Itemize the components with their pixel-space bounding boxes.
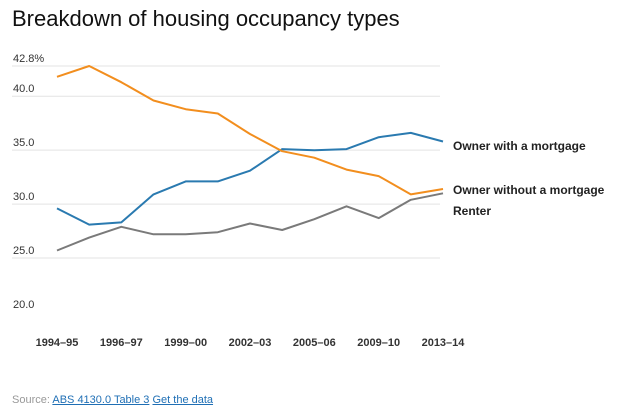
x-tick-label: 2013–14 bbox=[422, 337, 466, 349]
series-labels: Owner with a mortgage Owner without a mor… bbox=[453, 139, 605, 218]
y-axis-ticks: 20.0 25.0 30.0 35.0 40.0 42.8% bbox=[13, 53, 44, 311]
y-tick-label: 42.8% bbox=[13, 53, 44, 65]
x-tick-label: 1994–95 bbox=[36, 337, 79, 349]
chart-title: Breakdown of housing occupancy types bbox=[12, 6, 400, 31]
source-prefix: Source: bbox=[12, 394, 50, 406]
y-tick-label: 40.0 bbox=[13, 83, 34, 95]
series-line-owner-without-mortgage bbox=[56, 65, 444, 196]
series-label: Owner with a mortgage bbox=[453, 139, 586, 153]
source-link-abs[interactable]: ABS 4130.0 Table 3 bbox=[52, 394, 150, 406]
y-tick-label: 20.0 bbox=[13, 299, 34, 311]
series-label: Renter bbox=[453, 204, 491, 218]
y-tick-label: 35.0 bbox=[13, 137, 34, 149]
series-label: Owner without a mortgage bbox=[453, 183, 605, 197]
y-tick-label: 25.0 bbox=[13, 245, 34, 257]
grid-layer bbox=[12, 65, 440, 259]
series-layer bbox=[56, 65, 444, 252]
x-tick-label: 2002–03 bbox=[229, 337, 272, 349]
get-data-link[interactable]: Get the data bbox=[152, 394, 214, 406]
x-tick-label: 2005–06 bbox=[293, 337, 336, 349]
x-tick-label: 1999–00 bbox=[164, 337, 207, 349]
x-tick-label: 2009–10 bbox=[357, 337, 400, 349]
x-axis-ticks: 1994–95 1996–97 1999–00 2002–03 2005–06 2009–… bbox=[36, 337, 466, 349]
x-tick-label: 1996–97 bbox=[100, 337, 143, 349]
source-footer: Source: ABS 4130.0 Table 3 Get the data bbox=[12, 394, 213, 406]
y-tick-label: 30.0 bbox=[13, 191, 34, 203]
